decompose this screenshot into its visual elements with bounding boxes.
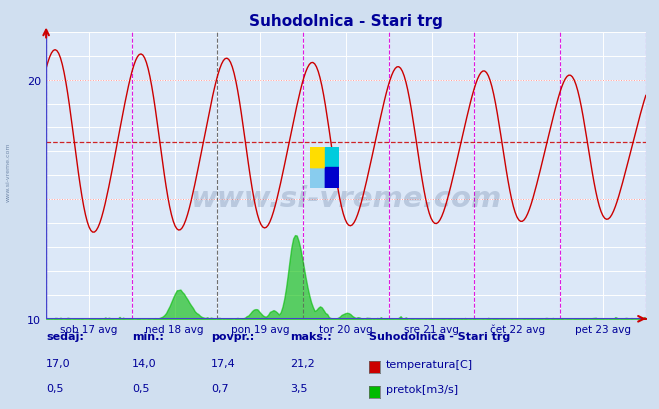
Text: temperatura[C]: temperatura[C] [386,359,473,369]
Bar [325,168,339,188]
Text: 0,5: 0,5 [132,382,150,393]
Bar [310,147,325,168]
Text: maks.:: maks.: [290,331,331,342]
Title: Suhodolnica - Stari trg: Suhodolnica - Stari trg [249,14,443,29]
Bar [325,168,339,188]
Bar [310,147,325,168]
Text: 17,4: 17,4 [211,358,236,368]
Bar [325,147,339,168]
Text: www.si-vreme.com: www.si-vreme.com [190,185,501,213]
Text: min.:: min.: [132,331,163,342]
Text: Suhodolnica - Stari trg: Suhodolnica - Stari trg [369,331,510,342]
Bar [325,147,339,168]
Text: www.si-vreme.com: www.si-vreme.com [5,142,11,202]
Text: 0,7: 0,7 [211,382,229,393]
Text: sedaj:: sedaj: [46,331,84,342]
Text: pretok[m3/s]: pretok[m3/s] [386,384,457,394]
Text: povpr.:: povpr.: [211,331,254,342]
Text: 14,0: 14,0 [132,358,156,368]
Text: 3,5: 3,5 [290,382,308,393]
Polygon shape [310,147,339,188]
Text: 0,5: 0,5 [46,382,64,393]
Text: 21,2: 21,2 [290,358,315,368]
Text: 17,0: 17,0 [46,358,71,368]
